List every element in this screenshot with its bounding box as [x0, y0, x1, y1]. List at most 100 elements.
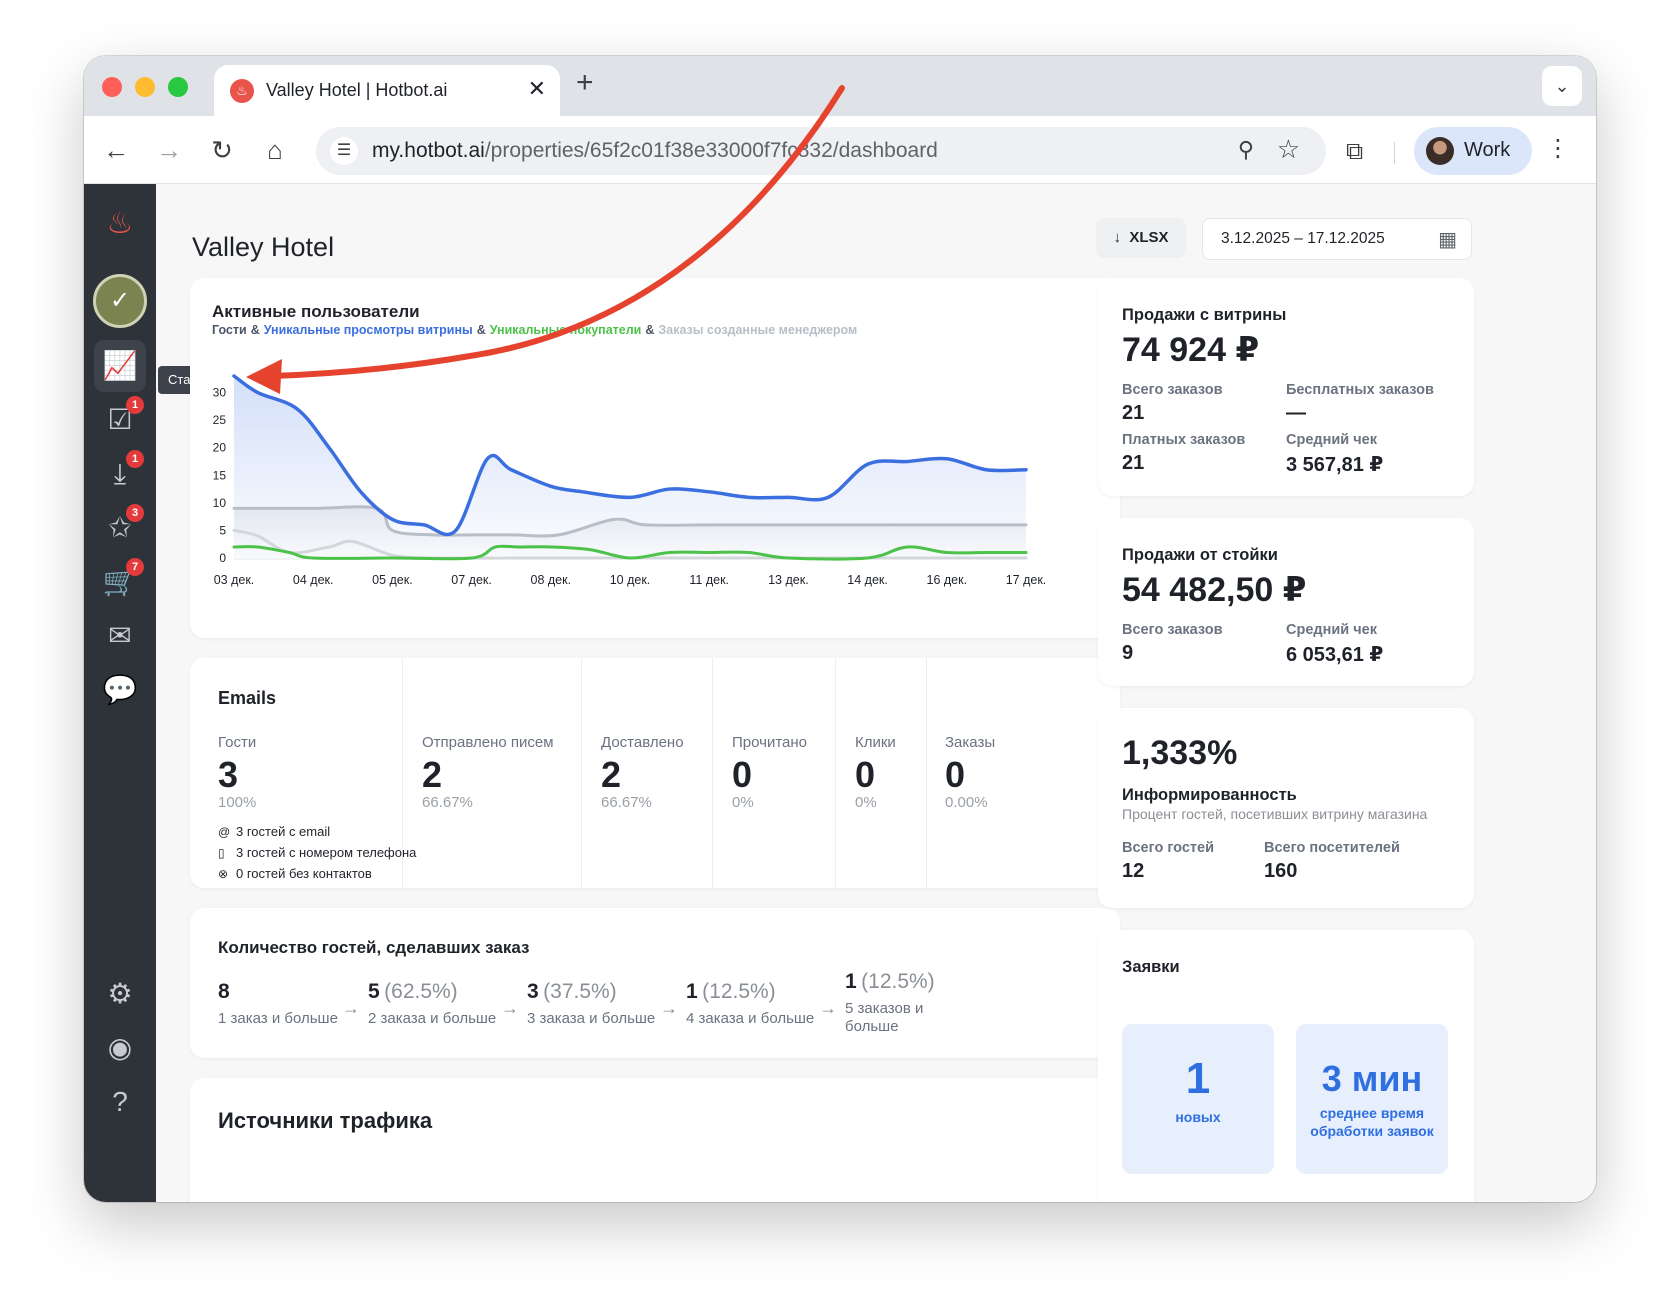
contact-summary-text: 3 гостей с email [236, 824, 331, 839]
legend-separator: & [250, 323, 260, 337]
new-tab-icon[interactable]: + [576, 66, 594, 99]
series-line-3 [232, 544, 1028, 561]
active-users-chart: 0 5 10 15 20 25 30 03 дек. 04 дек. 05 дек. 07 дек.… [213, 374, 1046, 587]
legend-item[interactable]: Уникальные просмотры витрины [263, 323, 473, 337]
statistics-chart-icon[interactable]: 📈 [94, 340, 146, 392]
no-contact-icon: ⊗ [218, 867, 229, 881]
email-metric-label: Доставлено [601, 734, 684, 751]
awareness-subtitle: Процент гостей, посетивших витрину магаз… [1122, 806, 1428, 822]
inbox-download-icon[interactable]: ⤓ 1 [94, 448, 146, 500]
browser-window: ♨ Valley Hotel | Hotbot.ai ✕ + ⌄ ← → ↻ ⌂… [84, 56, 1596, 1202]
email-metric-percent: 0% [855, 794, 877, 811]
site-settings-icon[interactable]: ☰ [330, 137, 358, 165]
avg-check-label: Средний чек [1286, 432, 1377, 448]
close-tab-icon[interactable]: ✕ [527, 76, 546, 101]
visitors-total-label: Всего посетителей [1264, 840, 1400, 856]
x-tick-label: 05 дек. [372, 573, 413, 587]
browser-tab[interactable]: ♨ Valley Hotel | Hotbot.ai ✕ [214, 65, 560, 116]
zoom-out-icon[interactable]: ⚲ [1237, 137, 1254, 162]
minimize-window-button[interactable] [135, 77, 155, 97]
email-metric-value: 3 [218, 754, 239, 795]
mail-send-icon[interactable]: ✉ [108, 620, 132, 651]
legend-separator: & [476, 323, 486, 337]
email-metric-value: 2 [601, 754, 622, 795]
profile-avatar [1426, 137, 1454, 165]
forward-icon[interactable]: → [156, 135, 182, 165]
extensions-puzzle-icon[interactable]: ⧉ [1346, 138, 1364, 165]
guests-total-label: Всего гостей [1122, 840, 1214, 856]
help-question-icon[interactable]: ? [112, 1086, 128, 1117]
x-tick-label: 04 дек. [293, 573, 334, 587]
x-tick-label: 07 дек. [451, 573, 492, 587]
tab-strip: ♨ Valley Hotel | Hotbot.ai ✕ + ⌄ [84, 56, 1596, 116]
funnel-step-percent: (12.5%) [861, 970, 935, 993]
total-orders-value: 21 [1122, 402, 1145, 424]
tasks-check-icon[interactable]: ☑ 1 [94, 394, 146, 446]
funnel-step-value: 3 [527, 980, 539, 1003]
x-tick-label: 03 дек. [214, 573, 255, 587]
reload-icon[interactable]: ↻ [211, 135, 233, 165]
close-window-button[interactable] [102, 77, 122, 97]
y-tick-label: 10 [213, 496, 227, 510]
legend-item[interactable]: Гости [212, 323, 247, 337]
contact-summary-text: 0 гостей без контактов [236, 866, 372, 881]
x-tick-label: 16 дек. [927, 573, 968, 587]
series-area-1 [234, 506, 1026, 558]
property-avatar[interactable]: ✓ [93, 274, 147, 328]
funnel-step-label: 5 заказов и больше [845, 1000, 924, 1035]
cart-icon[interactable]: 🛒 7 [94, 556, 146, 608]
counter-avg-value: 6 053,61 ₽ [1286, 644, 1384, 666]
orders-funnel-card: Количество гостей, сделавших заказ 8 1 з… [190, 908, 1120, 1058]
browser-menu-icon[interactable]: ⋮ [1546, 135, 1570, 162]
settings-gear-icon[interactable]: ⚙ [107, 978, 133, 1009]
funnel-step: 1 (12.5%) 4 заказа и больше [686, 980, 814, 1028]
profile-button[interactable]: Work [1414, 127, 1532, 175]
y-tick-label: 5 [219, 523, 226, 537]
maximize-window-button[interactable] [168, 77, 188, 97]
tasks-badge: 1 [126, 396, 144, 414]
back-icon[interactable]: ← [103, 135, 129, 165]
address-bar[interactable]: ☰ my.hotbot.ai/properties/65f2c01f38e330… [316, 127, 1326, 175]
new-requests-tile[interactable]: 1 новых [1122, 1024, 1274, 1174]
email-metric-percent: 66.67% [601, 794, 652, 811]
email-column-divider [581, 658, 582, 888]
funnel-step-value: 8 [218, 980, 230, 1003]
reviews-badge: 3 [126, 504, 144, 522]
active-users-card: Активные пользователи Гости & Уникальные п… [190, 278, 1120, 638]
new-requests-label: новых [1175, 1109, 1221, 1125]
user-profile-icon[interactable]: ◉ [107, 1032, 133, 1063]
y-tick-label: 30 [213, 386, 227, 400]
url-text[interactable]: my.hotbot.ai/properties/65f2c01f38e33000… [372, 139, 938, 163]
requests-card: Заявки 1 новых 3 мин среднее время обраб… [1098, 930, 1474, 1202]
traffic-sources-card: Источники трафика [190, 1078, 1120, 1202]
calendar-icon[interactable]: ▦ [1438, 229, 1457, 251]
email-metric-percent: 0% [732, 794, 754, 811]
legend-item[interactable]: Уникальные покупатели [489, 323, 642, 337]
total-orders-label: Всего заказов [1122, 382, 1223, 398]
awareness-value: 1,333% [1122, 734, 1238, 772]
home-icon[interactable]: ⌂ [267, 135, 283, 165]
bookmark-star-icon[interactable]: ☆ [1276, 134, 1300, 164]
email-metric-percent: 0.00% [945, 794, 988, 811]
profile-name: Work [1464, 139, 1511, 161]
avg-time-tile[interactable]: 3 мин среднее время обработки заявок [1296, 1024, 1448, 1174]
showcase-sales-title: Продажи с витрины [1122, 306, 1287, 324]
x-tick-label: 10 дек. [610, 573, 651, 587]
url-path: /properties/65f2c01f38e33000f7fc832/dash… [484, 139, 938, 162]
tab-search-chevron-icon[interactable]: ⌄ [1542, 66, 1582, 106]
email-metric-label: Клики [855, 734, 896, 751]
chat-bubble-icon[interactable]: 💬 [102, 674, 138, 705]
export-xlsx-button[interactable]: ↓ XLSX [1096, 218, 1186, 258]
hotbot-logo-icon[interactable]: ♨ [106, 207, 134, 240]
avg-time-label: среднее время обработки заявок [1310, 1105, 1434, 1139]
legend-item[interactable]: Заказы созданные менеджером [658, 323, 858, 337]
reviews-star-icon[interactable]: ✩ 3 [94, 502, 146, 554]
showcase-sales-card: Продажи с витрины 74 924 ₽ Всего заказов… [1098, 278, 1474, 496]
contact-summary-line: ▯ 3 гостей с номером телефона [218, 845, 416, 860]
x-tick-label: 11 дек. [689, 573, 729, 587]
visitors-total-value: 160 [1264, 860, 1298, 882]
emails-title: Emails [218, 688, 277, 708]
date-range-picker[interactable]: 3.12.2025 – 17.12.2025 ▦ [1202, 218, 1472, 260]
x-tick-label: 13 дек. [768, 573, 809, 587]
sidebar: ♨ ✓ 📈 ☑ 1 ⤓ 1 ✩ 3 🛒 7 ✉ 💬 ⚙ ◉ ? [84, 184, 156, 1202]
